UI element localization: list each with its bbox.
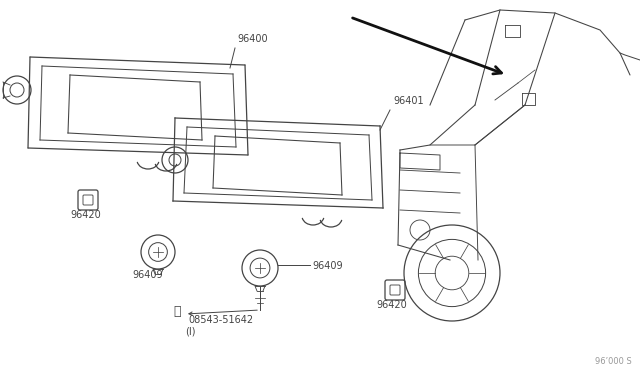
- Text: 96401: 96401: [393, 96, 424, 106]
- Text: (I): (I): [185, 326, 195, 336]
- Text: 96420: 96420: [376, 300, 407, 310]
- Text: 96’000 S: 96’000 S: [595, 357, 632, 366]
- Text: 96409: 96409: [312, 261, 342, 271]
- Text: 96400: 96400: [237, 34, 268, 44]
- Text: 96409: 96409: [132, 270, 163, 280]
- Text: 08543-51642: 08543-51642: [188, 315, 253, 325]
- Text: 96420: 96420: [70, 210, 100, 220]
- Text: Ⓢ: Ⓢ: [173, 305, 180, 318]
